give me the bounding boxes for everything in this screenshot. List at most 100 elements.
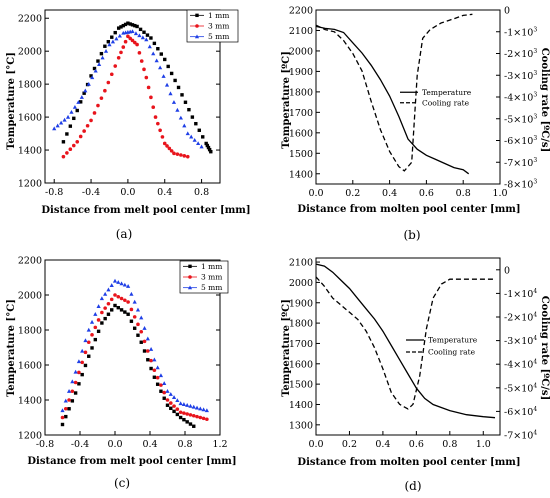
- data-point: [137, 51, 142, 55]
- data-point: [82, 129, 86, 133]
- data-point: [80, 348, 85, 353]
- data-point: [194, 405, 200, 410]
- data-point: [93, 337, 98, 342]
- data-point: [116, 294, 121, 299]
- y2-tick-base: -5×10: [504, 383, 533, 394]
- data-point: [103, 291, 108, 296]
- data-point: [152, 357, 157, 362]
- data-point: [195, 13, 199, 18]
- series-cooling-rate: [315, 13, 473, 172]
- y2-tick-exponent: 3: [533, 48, 537, 55]
- data-point: [109, 297, 114, 302]
- data-point: [171, 100, 177, 104]
- data-point: [113, 303, 117, 308]
- data-point: [96, 103, 100, 108]
- y-tick-label: 1900: [289, 298, 313, 309]
- data-point: [155, 382, 160, 386]
- y2-tick-exponent: 4: [533, 430, 537, 437]
- data-point: [126, 34, 130, 39]
- y2-tick-base: 0: [504, 265, 510, 276]
- data-point: [135, 24, 139, 29]
- data-point: [93, 68, 98, 73]
- data-point: [144, 37, 149, 42]
- data-point: [119, 50, 123, 55]
- data-point: [67, 407, 71, 411]
- x-tick-label: 0.6: [409, 439, 424, 450]
- y2-tick-base: -2×10: [504, 313, 533, 324]
- data-point: [139, 59, 144, 63]
- y2-tick-base: -6×10: [504, 136, 533, 147]
- data-point: [60, 415, 65, 420]
- data-point: [152, 375, 157, 379]
- data-point: [130, 38, 135, 43]
- legend-label: 3 mm: [201, 273, 222, 282]
- legend-label: Temperature: [422, 88, 472, 97]
- y-tick-label: 2000: [289, 278, 313, 289]
- series-temperature: [315, 25, 470, 175]
- y2-tick-label: -7×104: [504, 430, 537, 442]
- data-point: [165, 403, 170, 407]
- data-point: [138, 27, 143, 32]
- y2-tick-exponent: 4: [533, 359, 537, 366]
- series-3-mm: [61, 34, 190, 159]
- data-point: [132, 315, 137, 319]
- data-point: [175, 412, 180, 417]
- data-point: [162, 381, 167, 385]
- plot-frame: [315, 257, 501, 436]
- data-point: [139, 329, 144, 334]
- data-point: [169, 149, 174, 153]
- data-point: [96, 318, 101, 322]
- y-tick-label: 1700: [289, 108, 313, 119]
- y-tick-label: 1400: [18, 146, 42, 157]
- data-point: [165, 398, 170, 402]
- data-point: [130, 23, 135, 27]
- data-point: [168, 392, 173, 396]
- x-tick-label: 1.2: [212, 439, 227, 450]
- data-point: [190, 115, 195, 119]
- legend-label: 5 mm: [201, 283, 222, 292]
- y2-tick-base: -1×10: [504, 27, 533, 38]
- data-point: [135, 307, 141, 312]
- data-point: [119, 296, 124, 301]
- data-point: [130, 29, 135, 34]
- data-point: [205, 143, 210, 148]
- series-3-mm: [60, 293, 209, 422]
- data-point: [128, 36, 132, 41]
- data-point: [185, 154, 190, 159]
- data-point: [103, 88, 107, 93]
- x-tick-label: 1.0: [492, 188, 507, 199]
- y2-tick-base: -2×10: [504, 49, 533, 60]
- data-point: [162, 396, 166, 400]
- y-tick-label: 1600: [18, 113, 42, 124]
- data-point: [76, 359, 82, 364]
- y-tick-label: 1800: [18, 80, 42, 91]
- data-point: [188, 413, 193, 417]
- panel-caption: (b): [403, 228, 420, 242]
- data-point: [103, 48, 109, 53]
- data-point: [103, 44, 107, 48]
- series-line: [315, 25, 470, 175]
- data-point: [79, 95, 84, 99]
- y2-tick-label: -7×103: [504, 157, 537, 169]
- data-point: [176, 85, 181, 90]
- data-point: [187, 285, 193, 290]
- legend-label: 5 mm: [208, 32, 229, 41]
- y2-tick-base: -7×10: [504, 158, 533, 169]
- data-point: [206, 145, 211, 150]
- data-point: [65, 151, 69, 155]
- data-point: [169, 71, 174, 76]
- data-point: [146, 358, 150, 362]
- data-point: [146, 349, 150, 353]
- data-point: [78, 134, 83, 139]
- data-point: [139, 340, 143, 344]
- data-point: [164, 82, 170, 87]
- data-point: [110, 308, 114, 312]
- y-tick-label: 1800: [289, 319, 313, 330]
- data-point: [158, 373, 164, 378]
- data-point: [181, 402, 187, 406]
- data-point: [92, 111, 97, 115]
- data-point: [119, 308, 124, 312]
- data-point: [163, 57, 167, 62]
- y2-tick-label: -6×103: [504, 135, 537, 147]
- plot-frame: [44, 9, 221, 184]
